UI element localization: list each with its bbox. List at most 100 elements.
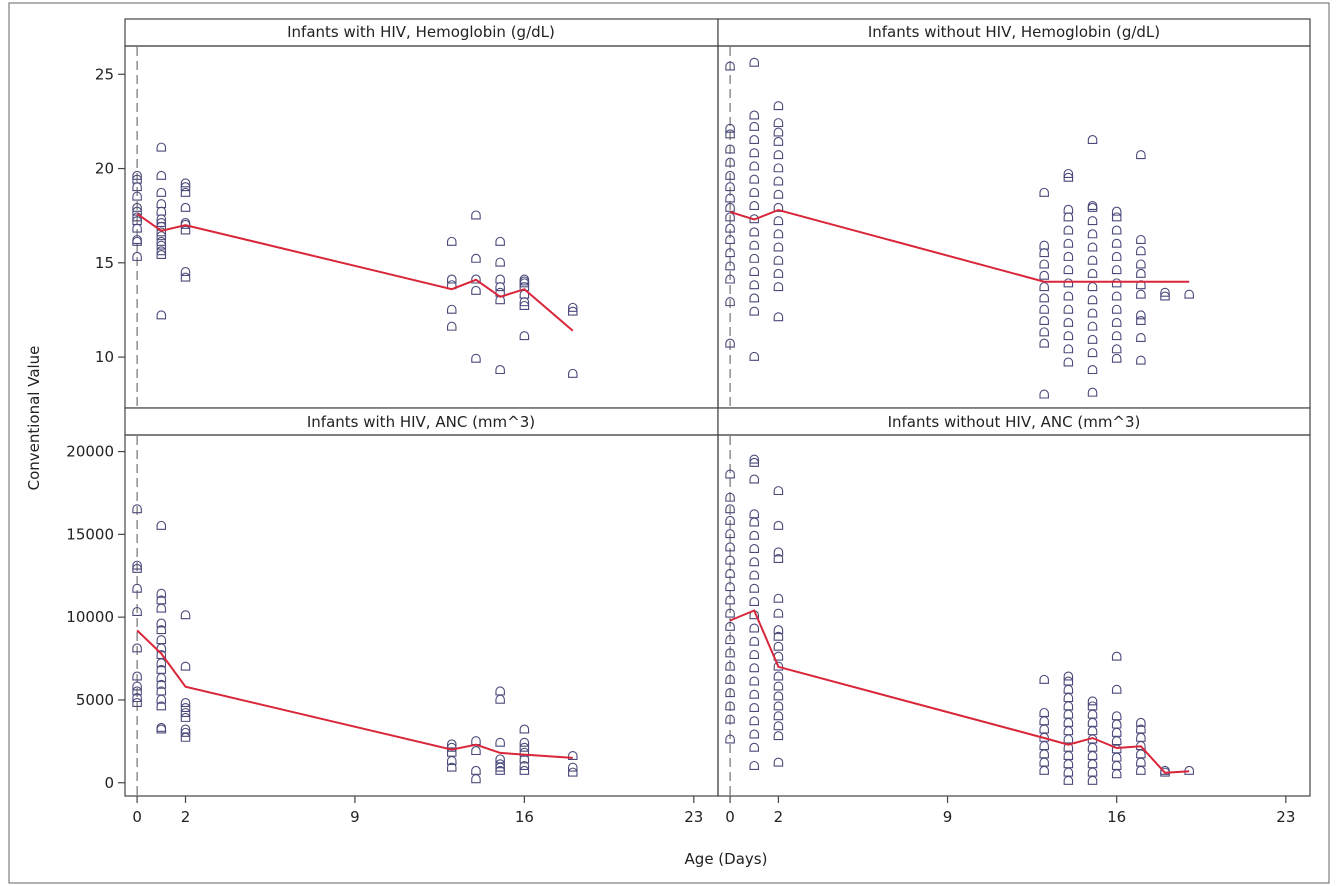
data-point [725, 182, 735, 192]
data-point [1087, 742, 1098, 752]
data-point [725, 129, 735, 139]
data-point [1063, 676, 1074, 686]
data-point [1136, 765, 1146, 775]
data-point [773, 216, 784, 226]
data-point [1111, 251, 1122, 261]
data-point [1111, 727, 1122, 737]
data-point [471, 746, 481, 756]
data-point [180, 732, 191, 742]
data-point [1184, 765, 1194, 775]
data-point [749, 148, 759, 158]
data-point [773, 127, 784, 137]
data-point [773, 757, 784, 767]
data-point [568, 368, 578, 378]
data-point [725, 595, 735, 605]
data-point [1063, 701, 1074, 711]
panel-no-hiv-anc: Infants without HIV, ANC (mm^3) [717, 407, 1311, 797]
data-point [773, 202, 784, 212]
data-point [749, 135, 759, 145]
panel-header [124, 18, 719, 47]
data-point [749, 306, 759, 316]
data-point [749, 201, 759, 211]
data-point [156, 246, 167, 256]
data-point [725, 701, 735, 711]
data-point [1063, 331, 1074, 341]
data-point [1087, 334, 1098, 344]
data-point [725, 542, 735, 552]
data-point [725, 568, 735, 578]
data-point [725, 648, 735, 658]
data-point [156, 722, 167, 732]
data-point [447, 236, 457, 246]
panel-hiv-anc: Infants with HIV, ANC (mm^3) [124, 407, 719, 797]
panel-hiv-hemoglobin: Infants with HIV, Hemoglobin (g/dL) [124, 18, 719, 409]
data-point [156, 199, 167, 209]
data-point [749, 716, 759, 726]
data-point [471, 253, 481, 263]
data-point [1087, 282, 1098, 292]
data-point [1136, 757, 1146, 767]
plot-frame [717, 45, 1311, 409]
data-point [1087, 348, 1098, 358]
data-point [1111, 278, 1122, 288]
data-point [471, 765, 481, 775]
x-axis-right: 0 2 9 16 23 [725, 796, 1295, 826]
data-point [1063, 357, 1074, 367]
data-point [725, 515, 735, 525]
data-point [132, 170, 142, 180]
data-point [1039, 749, 1049, 759]
data-point [773, 176, 784, 186]
data-point [725, 234, 735, 244]
data-point [156, 595, 167, 605]
data-point [1039, 741, 1049, 751]
data-point [749, 57, 759, 67]
data-point [773, 118, 784, 128]
x-tick-label: 16 [1107, 808, 1126, 826]
data-point [1111, 238, 1122, 248]
data-point [1063, 204, 1074, 214]
data-point [568, 302, 578, 312]
data-point [773, 268, 784, 278]
x-tick-label: 9 [943, 808, 953, 826]
data-point [1087, 135, 1098, 145]
data-point [180, 610, 191, 620]
data-point [725, 144, 735, 154]
data-point [749, 636, 759, 646]
data-point [725, 261, 735, 271]
data-point [749, 474, 759, 484]
data-point [495, 257, 505, 267]
data-point [156, 664, 167, 674]
data-point [1111, 344, 1122, 354]
data-point [1063, 751, 1074, 761]
data-point [1087, 365, 1098, 375]
data-point [447, 304, 457, 314]
y-axis-top: 10 15 20 25 [95, 65, 125, 366]
data-point [773, 681, 784, 691]
data-point [749, 702, 759, 712]
data-point [1063, 278, 1074, 288]
data-point [1039, 716, 1049, 726]
data-point [1063, 759, 1074, 769]
data-point [773, 163, 784, 173]
data-point [725, 674, 735, 684]
data-point [132, 698, 142, 708]
data-point [725, 555, 735, 565]
x-tick-label: 0 [132, 808, 142, 826]
plot-marks [725, 47, 1194, 407]
data-point [725, 504, 735, 514]
data-point [749, 227, 759, 237]
y-axis-label: Conventional Value [25, 346, 43, 491]
data-point [773, 520, 784, 530]
panel-header [717, 407, 1311, 436]
data-point [156, 635, 167, 645]
data-point [471, 274, 481, 284]
data-point [773, 486, 784, 496]
data-point [447, 762, 457, 772]
x-axis-left: 0 2 9 16 23 [132, 796, 703, 826]
data-point [1039, 259, 1049, 269]
data-point [495, 759, 505, 769]
data-point [1063, 684, 1074, 694]
data-point [156, 520, 167, 530]
data-point [1087, 242, 1098, 252]
